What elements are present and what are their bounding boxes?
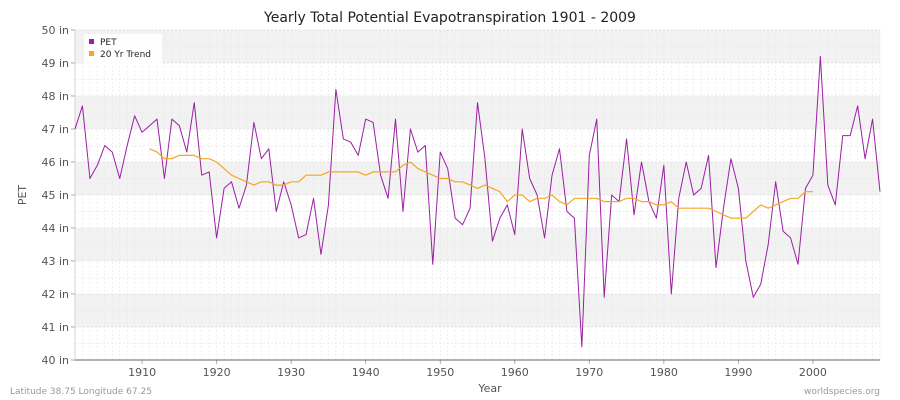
footer-coordinates: Latitude 38.75 Longitude 67.25 bbox=[10, 387, 152, 397]
y-tick-label: 44 in bbox=[41, 222, 69, 235]
x-tick-label: 1960 bbox=[501, 366, 529, 379]
x-tick-label: 1910 bbox=[128, 366, 156, 379]
legend: PET 20 Yr Trend bbox=[84, 34, 162, 64]
x-tick-label: 1940 bbox=[352, 366, 380, 379]
y-axis-ticks: 40 in 41 in 42 in 43 in 44 in 45 in 46 in 47 in… bbox=[41, 24, 76, 367]
footer-source: worldspecies.org bbox=[804, 387, 880, 397]
y-tick-label: 47 in bbox=[41, 123, 69, 136]
y-tick-label: 45 in bbox=[41, 189, 69, 202]
series-line-pet bbox=[74, 55, 881, 348]
y-tick-label: 49 in bbox=[41, 57, 69, 70]
y-tick-label: 43 in bbox=[41, 255, 69, 268]
y-tick-label: 50 in bbox=[41, 24, 69, 37]
legend-swatch-pet bbox=[89, 39, 94, 44]
x-tick-label: 1920 bbox=[203, 366, 231, 379]
y-tick-label: 42 in bbox=[41, 288, 69, 301]
legend-swatch-trend bbox=[89, 51, 94, 56]
x-tick-label: 1970 bbox=[575, 366, 603, 379]
series-line-trend bbox=[149, 148, 813, 219]
series-group bbox=[74, 55, 881, 348]
y-tick-label: 48 in bbox=[41, 90, 69, 103]
chart-title: Yearly Total Potential Evapotranspiratio… bbox=[263, 10, 636, 26]
legend-label-trend: 20 Yr Trend bbox=[100, 50, 151, 60]
legend-label-pet: PET bbox=[100, 38, 117, 48]
x-axis-label: Year bbox=[477, 382, 502, 395]
x-tick-label: 1930 bbox=[277, 366, 305, 379]
x-axis-ticks: 1910 1920 1930 1940 1950 1960 1970 1980 1990 2000 bbox=[75, 359, 880, 379]
x-tick-label: 1950 bbox=[426, 366, 454, 379]
y-tick-label: 46 in bbox=[41, 156, 69, 169]
legend-background bbox=[84, 34, 162, 64]
x-tick-label: 1990 bbox=[724, 366, 752, 379]
grid-lines bbox=[74, 29, 881, 361]
y-axis-label: PET bbox=[16, 185, 29, 206]
y-tick-label: 40 in bbox=[41, 354, 69, 367]
x-tick-label: 1980 bbox=[650, 366, 678, 379]
y-tick-label: 41 in bbox=[41, 321, 69, 334]
x-tick-label: 2000 bbox=[799, 366, 827, 379]
